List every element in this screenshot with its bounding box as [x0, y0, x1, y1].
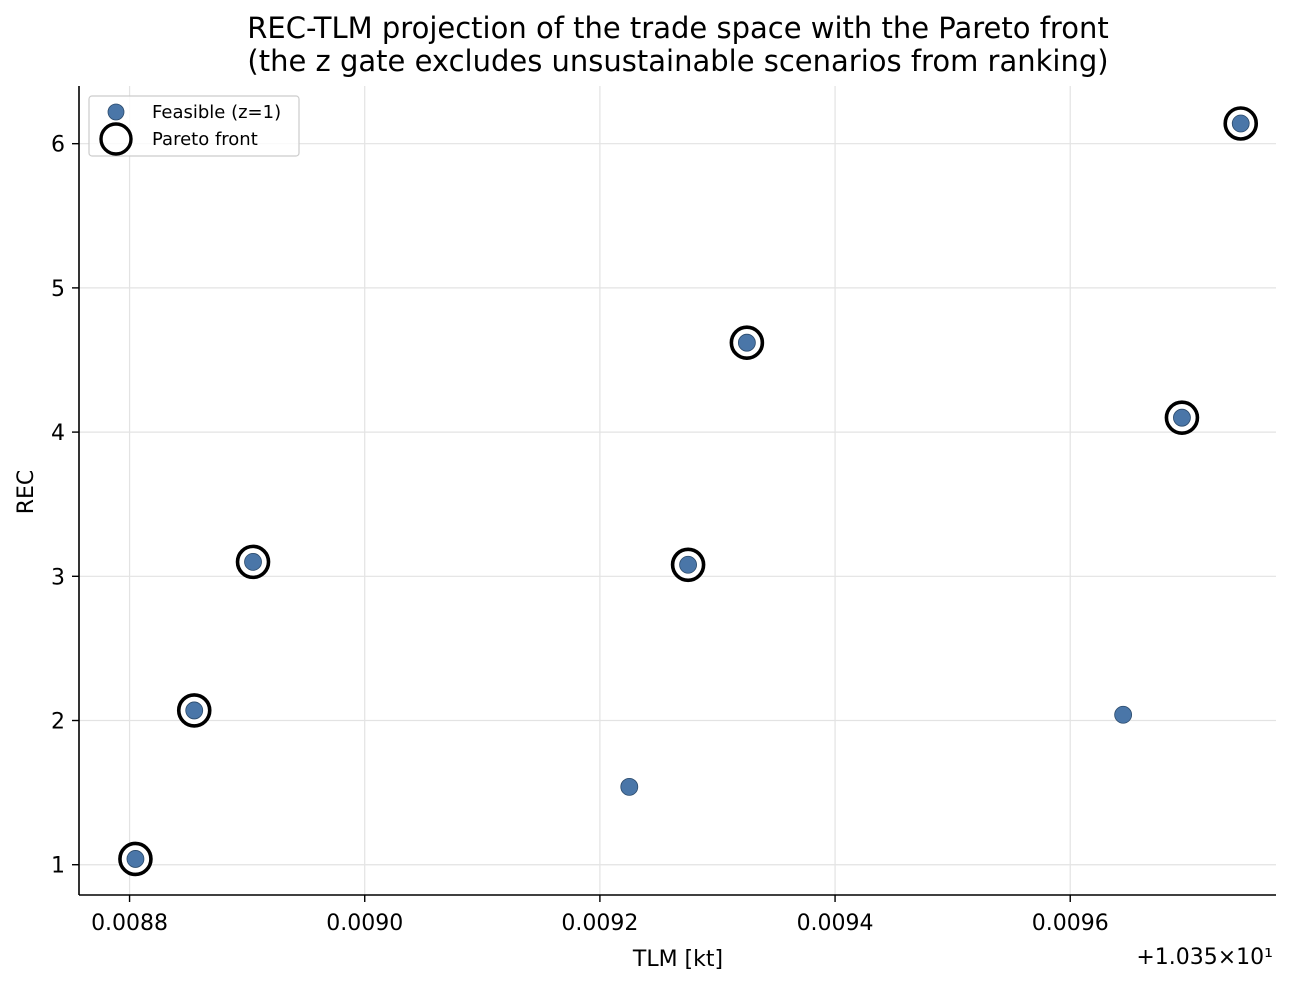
feasible-point	[679, 555, 697, 574]
feasible-point	[737, 333, 756, 352]
y-tick-label: 2	[51, 710, 65, 735]
feasible-point	[244, 552, 262, 571]
y-tick-label: 5	[51, 277, 65, 302]
axes	[78, 86, 1276, 896]
legend-label-pareto: Pareto front	[152, 129, 258, 150]
feasible-point	[1231, 114, 1250, 133]
feasible-point	[126, 850, 145, 868]
feasible-point	[1173, 408, 1191, 427]
feasible-point	[185, 701, 204, 720]
y-axis-label: REC	[14, 470, 39, 515]
chart-title-line-1: REC-TLM projection of the trade space wi…	[247, 11, 1108, 45]
y-tick-label: 6	[51, 133, 65, 158]
chart-title-line-2: (the z gate excludes unsustainable scena…	[247, 44, 1108, 78]
legend-label-feasible: Feasible (z=1)	[152, 102, 281, 123]
x-tick-label: 0.0092	[561, 911, 638, 936]
data-points	[118, 106, 1259, 877]
legend: Feasible (z=1) Pareto front	[88, 95, 300, 157]
y-tick-label: 4	[51, 421, 65, 446]
legend-marker-feasible	[107, 103, 125, 121]
x-axis-offset-label: +1.035×10¹	[1136, 945, 1273, 970]
x-tick-label: 0.0096	[1032, 911, 1109, 936]
y-tick-label: 1	[51, 854, 65, 879]
x-tick-label: 0.0090	[326, 911, 403, 936]
feasible-point	[620, 777, 639, 796]
chart-title: REC-TLM projection of the trade space wi…	[247, 11, 1108, 78]
axis-ticks: 0.0088 0.0090 0.0092 0.0094 0.0096 1 2 3 4 5 6	[51, 133, 1109, 936]
legend-marker-pareto	[99, 122, 133, 156]
legend-frame	[88, 95, 300, 157]
x-tick-label: 0.0088	[91, 911, 168, 936]
feasible-point	[1114, 705, 1133, 724]
x-axis-label: TLM [kt]	[632, 947, 723, 972]
x-tick-label: 0.0094	[797, 911, 874, 936]
y-tick-label: 3	[51, 565, 65, 590]
grid-lines	[79, 86, 1276, 895]
